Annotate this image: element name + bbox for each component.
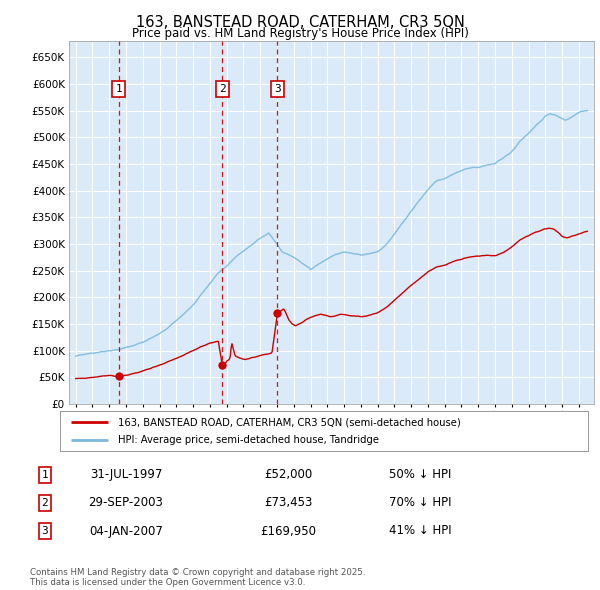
Text: 2: 2	[41, 498, 49, 507]
Text: 31-JUL-1997: 31-JUL-1997	[90, 468, 162, 481]
Text: 2: 2	[219, 84, 226, 94]
Text: £52,000: £52,000	[264, 468, 312, 481]
Text: 50% ↓ HPI: 50% ↓ HPI	[389, 468, 451, 481]
Text: 1: 1	[41, 470, 49, 480]
Text: 04-JAN-2007: 04-JAN-2007	[89, 525, 163, 537]
Text: 41% ↓ HPI: 41% ↓ HPI	[389, 525, 451, 537]
Text: £73,453: £73,453	[264, 496, 312, 509]
Text: 163, BANSTEAD ROAD, CATERHAM, CR3 5QN: 163, BANSTEAD ROAD, CATERHAM, CR3 5QN	[136, 15, 464, 30]
Text: 29-SEP-2003: 29-SEP-2003	[89, 496, 163, 509]
Text: Price paid vs. HM Land Registry's House Price Index (HPI): Price paid vs. HM Land Registry's House …	[131, 27, 469, 40]
Text: £169,950: £169,950	[260, 525, 316, 537]
Text: Contains HM Land Registry data © Crown copyright and database right 2025.
This d: Contains HM Land Registry data © Crown c…	[30, 568, 365, 587]
Text: 70% ↓ HPI: 70% ↓ HPI	[389, 496, 451, 509]
Text: 163, BANSTEAD ROAD, CATERHAM, CR3 5QN (semi-detached house): 163, BANSTEAD ROAD, CATERHAM, CR3 5QN (s…	[118, 418, 461, 428]
Text: 1: 1	[116, 84, 122, 94]
Text: 3: 3	[274, 84, 281, 94]
Text: HPI: Average price, semi-detached house, Tandridge: HPI: Average price, semi-detached house,…	[118, 435, 379, 445]
Text: 3: 3	[41, 526, 49, 536]
